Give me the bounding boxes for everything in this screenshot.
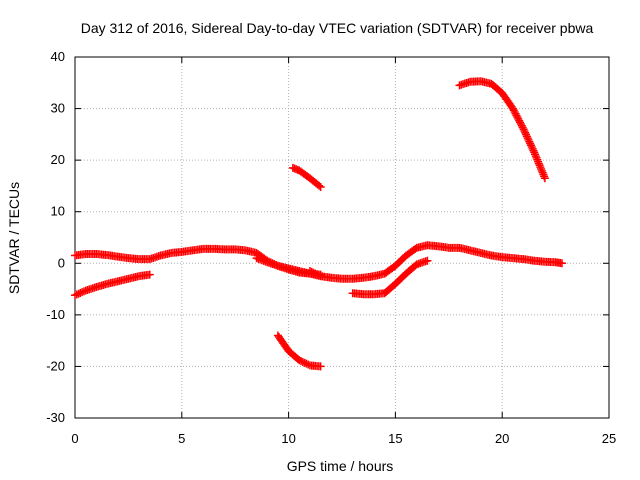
data-point bbox=[511, 109, 520, 118]
x-tick-label: 25 bbox=[602, 431, 616, 446]
data-point bbox=[528, 144, 537, 153]
data-point bbox=[532, 153, 541, 162]
x-tick-label: 10 bbox=[281, 431, 295, 446]
y-tick-label: 10 bbox=[51, 204, 65, 219]
y-tick-label: 20 bbox=[51, 152, 65, 167]
data-point bbox=[535, 161, 544, 170]
data-point bbox=[74, 289, 83, 298]
y-axis-title: SDTVAR / TECUs bbox=[6, 182, 22, 294]
series-high-arc bbox=[455, 77, 549, 183]
data-point bbox=[305, 267, 314, 276]
data-point bbox=[309, 268, 318, 277]
series-dip-segment bbox=[348, 256, 432, 299]
data-point bbox=[76, 288, 85, 297]
data-point bbox=[518, 123, 527, 132]
plot-frame bbox=[74, 56, 610, 419]
data-point bbox=[145, 270, 154, 279]
data-point bbox=[525, 137, 534, 146]
data-point bbox=[536, 163, 545, 172]
data-point bbox=[300, 358, 309, 367]
data-point bbox=[522, 130, 531, 139]
data-point bbox=[558, 259, 567, 268]
y-tick-label: 40 bbox=[51, 49, 65, 64]
data-point bbox=[526, 139, 535, 148]
data-point bbox=[527, 143, 536, 152]
data-point bbox=[314, 271, 323, 280]
data-point bbox=[540, 172, 549, 181]
data-point bbox=[534, 157, 543, 166]
data-point bbox=[522, 132, 531, 141]
series-lower-early bbox=[71, 270, 154, 300]
data-point bbox=[513, 113, 522, 122]
data-point bbox=[521, 128, 530, 137]
series-afternoon-band bbox=[305, 241, 567, 283]
series-main-band bbox=[71, 244, 325, 279]
data-point bbox=[537, 164, 546, 173]
data-point bbox=[302, 359, 311, 368]
data-point bbox=[538, 168, 547, 177]
data-point bbox=[524, 135, 533, 144]
data-point bbox=[531, 152, 540, 161]
data-point bbox=[316, 182, 325, 191]
data-point bbox=[517, 121, 526, 130]
y-tick-label: 30 bbox=[51, 101, 65, 116]
data-point bbox=[510, 108, 519, 117]
data-point bbox=[79, 287, 88, 296]
data-point bbox=[316, 362, 325, 371]
data-point bbox=[533, 155, 542, 164]
grid bbox=[75, 57, 609, 418]
data-point bbox=[315, 181, 324, 190]
data-point bbox=[313, 270, 322, 279]
data-point bbox=[304, 360, 313, 369]
data-point bbox=[307, 267, 316, 276]
data-point bbox=[526, 141, 535, 150]
x-tick-label: 15 bbox=[388, 431, 402, 446]
ticks: 0 5 10 15 20 25 -30 -20 -10 0 10 20 30 40 bbox=[46, 49, 616, 446]
data-point bbox=[297, 357, 306, 366]
data-point bbox=[531, 150, 540, 159]
data-point bbox=[540, 174, 549, 183]
x-tick-label: 0 bbox=[71, 431, 78, 446]
data-point bbox=[72, 290, 81, 299]
data-point bbox=[516, 120, 525, 129]
data-point bbox=[523, 134, 532, 143]
y-tick-label: -10 bbox=[46, 307, 65, 322]
x-tick-label: 5 bbox=[178, 431, 185, 446]
data-point bbox=[520, 126, 529, 135]
data-point bbox=[78, 288, 87, 297]
data-point bbox=[514, 114, 523, 123]
x-axis-title: GPS time / hours bbox=[287, 458, 394, 474]
data-point bbox=[539, 170, 548, 179]
chart-title: Day 312 of 2016, Sidereal Day-to-day VTE… bbox=[81, 20, 594, 36]
data-point bbox=[529, 146, 538, 155]
data-point bbox=[508, 104, 517, 113]
data-point bbox=[512, 111, 521, 120]
data-point bbox=[516, 118, 524, 127]
series-lower-mid bbox=[252, 254, 325, 281]
y-tick-label: -30 bbox=[46, 410, 65, 425]
x-tick-label: 20 bbox=[495, 431, 509, 446]
y-tick-label: -20 bbox=[46, 358, 65, 373]
series-lower-short bbox=[273, 331, 325, 371]
data-point bbox=[423, 256, 432, 265]
data-marks bbox=[71, 77, 567, 371]
data-point bbox=[71, 291, 79, 300]
data-point bbox=[509, 106, 518, 115]
data-point bbox=[298, 357, 307, 366]
series-upper-short bbox=[288, 163, 325, 191]
data-point bbox=[311, 269, 320, 278]
data-point bbox=[515, 116, 524, 125]
data-point bbox=[530, 148, 539, 157]
y-tick-label: 0 bbox=[58, 255, 65, 270]
data-point bbox=[534, 159, 543, 168]
data-point bbox=[295, 356, 304, 365]
data-point bbox=[537, 166, 546, 175]
data-point bbox=[519, 125, 528, 134]
